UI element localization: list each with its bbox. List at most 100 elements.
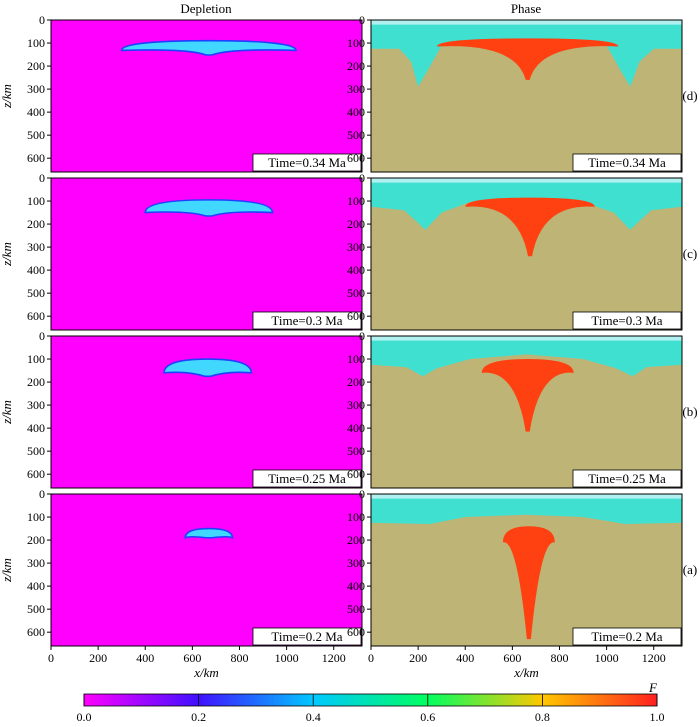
y-tick-label: 600 — [27, 309, 45, 323]
phase-frame — [370, 493, 683, 647]
y-tick-label: 0 — [39, 171, 45, 185]
colorbar: 0.0 0.2 0.4 0.6 0.8 1.0 F — [77, 680, 665, 724]
y-tick-label: 200 — [347, 533, 365, 547]
y-tick-label: 300 — [347, 398, 365, 412]
depletion-column-title: Depletion — [180, 1, 232, 16]
phase-frame — [370, 177, 683, 331]
y-tick-label: 200 — [27, 533, 45, 547]
lithosphere-phase — [371, 20, 682, 87]
x-axis-label: x/km — [193, 665, 219, 680]
y-tick-label: 0 — [359, 329, 365, 343]
y-tick-label: 100 — [347, 194, 365, 208]
y-tick-label: 600 — [347, 151, 365, 165]
melt-region — [120, 39, 297, 56]
figure-row: Time=0.25 Ma Time=0.25 Ma (b) 0 100 200 300 400… — [0, 329, 698, 489]
y-tick-label: 300 — [347, 556, 365, 570]
y-tick-label: 400 — [347, 579, 365, 593]
depletion-frame — [50, 335, 363, 489]
depletion-panel — [50, 493, 363, 647]
x-tick-label: 0 — [48, 651, 54, 665]
figure-row: Time=0.2 Ma Time=0.2 Ma (a) 0 100 200 300 400 50… — [0, 487, 697, 647]
y-tick-label: 400 — [347, 105, 365, 119]
x-tick-label: 200 — [89, 651, 107, 665]
panel-grid: Time=0.34 Ma Time=0.34 Ma (d) 0 100 200 300 400… — [0, 13, 698, 680]
depletion-frame — [50, 177, 363, 331]
x-tick-label: 600 — [183, 651, 201, 665]
x-tick-label: 200 — [409, 651, 427, 665]
time-label-box — [252, 627, 362, 646]
y-tick-label: 100 — [347, 36, 365, 50]
y-axis-label: z/km — [0, 84, 14, 109]
y-axis-label: z/km — [0, 400, 14, 425]
lithosphere-phase — [371, 178, 682, 230]
time-label-box — [252, 153, 362, 172]
y-tick-label: 200 — [347, 375, 365, 389]
x-tick-label: 1200 — [642, 651, 666, 665]
phase-time-label: Time=0.25 Ma — [588, 471, 666, 486]
phase-panel — [370, 335, 683, 489]
y-tick-label: 500 — [27, 602, 45, 616]
time-label-box — [252, 469, 362, 488]
crust-phase — [371, 20, 682, 25]
melt-phase — [436, 38, 619, 80]
y-tick-label: 500 — [347, 286, 365, 300]
panel-label: (b) — [682, 404, 697, 419]
y-tick-label: 0 — [39, 13, 45, 27]
melt-phase — [465, 197, 595, 257]
colorbar-label: F — [648, 680, 658, 695]
y-tick-label: 100 — [347, 352, 365, 366]
x-tick-label: 1000 — [595, 651, 619, 665]
colorbar-tick-label: 1.0 — [650, 710, 665, 724]
y-tick-label: 300 — [347, 82, 365, 96]
y-tick-label: 0 — [359, 13, 365, 27]
y-tick-label: 100 — [27, 36, 45, 50]
lithosphere-phase — [371, 336, 682, 377]
melt-phase — [502, 526, 555, 640]
panel-label: (d) — [682, 88, 697, 103]
colorbar-tick-label: 0.8 — [535, 710, 550, 724]
phase-time-label: Time=0.3 Ma — [591, 313, 662, 328]
melt-phase — [481, 359, 574, 432]
depletion-time-label: Time=0.34 Ma — [268, 155, 346, 170]
y-tick-label: 0 — [359, 171, 365, 185]
x-tick-label: 0 — [368, 651, 374, 665]
depletion-background — [51, 494, 362, 646]
phase-time-label: Time=0.2 Ma — [591, 629, 662, 644]
colorbar-tick-label: 0.0 — [77, 710, 92, 724]
colorbar-tick-label: 0.2 — [191, 710, 206, 724]
y-tick-label: 500 — [347, 602, 365, 616]
depletion-panel — [50, 335, 363, 489]
phase-panel — [370, 177, 683, 331]
y-tick-label: 500 — [27, 444, 45, 458]
y-tick-label: 100 — [27, 194, 45, 208]
melt-region — [184, 527, 234, 540]
depletion-time-label: Time=0.3 Ma — [271, 313, 342, 328]
phase-column-title: Phase — [511, 1, 542, 16]
phase-time-label: Time=0.34 Ma — [588, 155, 666, 170]
x-axis-label: x/km — [513, 665, 539, 680]
phase-panel — [370, 19, 683, 173]
depletion-frame — [50, 493, 363, 647]
x-tick-label: 1200 — [322, 651, 346, 665]
y-tick-label: 400 — [27, 579, 45, 593]
phase-panel — [370, 493, 683, 647]
phase-frame — [370, 19, 683, 173]
y-tick-label: 400 — [27, 105, 45, 119]
y-tick-label: 0 — [39, 487, 45, 501]
depletion-panel — [50, 177, 363, 331]
y-tick-label: 300 — [27, 240, 45, 254]
panel-label: (c) — [683, 246, 697, 261]
y-tick-label: 600 — [27, 625, 45, 639]
y-tick-label: 0 — [39, 329, 45, 343]
y-axis-label: z/km — [0, 558, 14, 583]
y-tick-label: 500 — [347, 444, 365, 458]
time-label-box — [252, 311, 362, 330]
depletion-panel — [50, 19, 363, 173]
y-tick-label: 400 — [347, 263, 365, 277]
y-tick-label: 300 — [27, 398, 45, 412]
y-tick-label: 600 — [27, 151, 45, 165]
crust-phase — [371, 178, 682, 183]
figure-row: Time=0.34 Ma Time=0.34 Ma (d) 0 100 200 300 400… — [0, 13, 698, 173]
melt-region — [144, 199, 274, 217]
